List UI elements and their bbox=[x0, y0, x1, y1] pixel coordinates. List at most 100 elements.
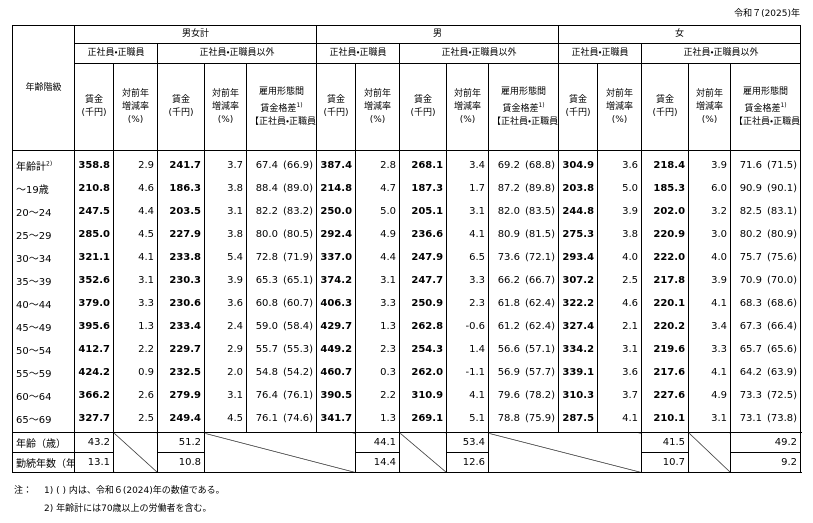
gap-value: 60.8 bbox=[255, 298, 278, 309]
header-text: 賃金 bbox=[569, 95, 588, 105]
gap-previous: (66.7) bbox=[524, 275, 556, 286]
gap-value: 65.3 bbox=[255, 275, 278, 286]
wage-cell: 304.9 bbox=[558, 150, 599, 177]
note-line: 注： 1) ( ) 内は、令和６(2024)年の数値である。 bbox=[14, 482, 225, 500]
change-cell: 3.0 bbox=[688, 223, 732, 246]
subgroup-header: 正社員・正職員 bbox=[74, 43, 158, 64]
change-cell: 1.3 bbox=[113, 315, 158, 338]
header-text: 賃金 bbox=[84, 95, 103, 105]
wage-cell: 244.8 bbox=[558, 200, 599, 223]
wage-cell: 236.6 bbox=[399, 223, 448, 246]
change-cell: 3.6 bbox=[204, 292, 247, 315]
row-label-text: 25～29 bbox=[16, 231, 52, 242]
change-cell: 4.1 bbox=[688, 292, 732, 315]
gap-cell: 82.5 (83.1) bbox=[730, 200, 802, 223]
wage-cell: 334.2 bbox=[558, 338, 599, 361]
change-cell: 2.3 bbox=[355, 338, 401, 361]
header-text: 対前年 bbox=[364, 88, 392, 99]
change-cell: 4.5 bbox=[204, 407, 247, 433]
change-cell: 2.0 bbox=[204, 361, 247, 384]
header-text: 【正社員・正職員=100】 bbox=[734, 116, 801, 127]
gap-value: 80.9 bbox=[497, 229, 520, 240]
gap-previous: (66.4) bbox=[766, 321, 798, 332]
change-cell: 4.7 bbox=[355, 177, 401, 200]
gap-previous: (89.0) bbox=[282, 183, 314, 194]
gap-cell: 65.7 (65.6) bbox=[730, 338, 802, 361]
wage-cell: 210.8 bbox=[74, 177, 114, 200]
wage-cell: 358.8 bbox=[74, 150, 114, 177]
header-text: 対前年 bbox=[121, 88, 149, 99]
gap-value: 73.3 bbox=[739, 390, 762, 401]
change-cell: 4.0 bbox=[688, 246, 732, 269]
gap-previous: (68.8) bbox=[524, 160, 556, 171]
change-cell: 4.4 bbox=[355, 246, 401, 269]
header-text: (千円) bbox=[565, 108, 591, 118]
header-text: 増減率 bbox=[364, 101, 392, 112]
data-row: 30～34 321.1 4.1 233.8 5.4 72.8 (71.9) 337.0 4.4 2… bbox=[12, 246, 802, 269]
gap-value: 54.8 bbox=[255, 367, 278, 378]
gap-value: 69.2 bbox=[497, 160, 520, 171]
wage-cell: 279.9 bbox=[157, 384, 205, 407]
change-cell: 3.3 bbox=[688, 338, 732, 361]
column-header: 賃金 (千円) bbox=[157, 63, 205, 151]
gap-previous: (78.2) bbox=[524, 390, 556, 401]
change-cell: 2.6 bbox=[113, 384, 158, 407]
footnote-ref: 1) bbox=[538, 101, 545, 109]
gap-cell: 60.8 (60.7) bbox=[245, 292, 318, 315]
wage-cell: 285.0 bbox=[74, 223, 114, 246]
gap-value: 78.8 bbox=[497, 413, 520, 424]
change-cell: 4.5 bbox=[113, 223, 158, 246]
note-line: 2) 年齢計には70歳以上の労働者を含む。 bbox=[14, 500, 212, 518]
change-cell: -1.1 bbox=[446, 361, 490, 384]
wage-cell: 429.7 bbox=[316, 315, 357, 338]
data-row: 60～64 366.2 2.6 279.9 3.1 76.4 (76.1) 390.5 2.2 3… bbox=[12, 384, 802, 407]
wage-cell: 222.0 bbox=[641, 246, 690, 269]
change-cell: 2.3 bbox=[446, 292, 490, 315]
header-text: (千円) bbox=[81, 108, 107, 118]
wage-cell: 214.8 bbox=[316, 177, 357, 200]
change-cell: 2.8 bbox=[355, 150, 401, 177]
wage-cell: 275.3 bbox=[558, 223, 599, 246]
wage-cell: 227.6 bbox=[641, 384, 690, 407]
wage-cell: 247.7 bbox=[399, 269, 448, 292]
change-cell: 3.1 bbox=[204, 384, 247, 407]
change-cell: 3.3 bbox=[446, 269, 490, 292]
change-cell: 0.9 bbox=[113, 361, 158, 384]
change-cell: 3.6 bbox=[597, 150, 643, 177]
wage-cell: 203.8 bbox=[558, 177, 599, 200]
gap-value: 72.8 bbox=[255, 252, 278, 263]
gap-previous: (71.5) bbox=[766, 160, 798, 171]
header-text: 賃金 bbox=[656, 95, 675, 105]
change-cell: 3.4 bbox=[446, 150, 490, 177]
wage-cell: 327.7 bbox=[74, 407, 114, 433]
group-header: 男 bbox=[316, 25, 560, 44]
wage-cell: 220.1 bbox=[641, 292, 690, 315]
wage-cell: 187.3 bbox=[399, 177, 448, 200]
wage-cell: 268.1 bbox=[399, 150, 448, 177]
header-text: 賃金 bbox=[414, 95, 433, 105]
wage-cell: 227.9 bbox=[157, 223, 205, 246]
gap-cell: 56.6 (57.1) bbox=[488, 338, 560, 361]
change-cell: 3.1 bbox=[355, 269, 401, 292]
row-label: 45～49 bbox=[12, 315, 75, 338]
gap-cell: 54.8 (54.2) bbox=[245, 361, 318, 384]
gap-previous: (73.8) bbox=[766, 413, 798, 424]
blank-cell bbox=[688, 432, 732, 473]
change-cell: 2.1 bbox=[597, 315, 643, 338]
change-cell: 3.8 bbox=[204, 177, 247, 200]
gap-previous: (55.3) bbox=[282, 344, 314, 355]
gap-value: 61.8 bbox=[497, 298, 520, 309]
change-cell: 1.3 bbox=[355, 315, 401, 338]
header-text: 増減率 bbox=[606, 101, 634, 112]
wage-cell: 395.6 bbox=[74, 315, 114, 338]
change-cell: 2.9 bbox=[204, 338, 247, 361]
header-text: 賃金 bbox=[327, 95, 346, 105]
change-cell: 5.1 bbox=[446, 407, 490, 433]
header-row: 賃金 (千円) 対前年 増減率 (%) 賃金 (千円) 対前年 増減率 (%) 雇用形態間 賃金格差1… bbox=[13, 63, 802, 151]
column-header: 賃金 (千円) bbox=[558, 63, 599, 151]
row-label: 60～64 bbox=[12, 384, 75, 407]
subgroup-header: 正社員・正職員以外 bbox=[156, 43, 318, 64]
change-cell: 4.1 bbox=[446, 384, 490, 407]
